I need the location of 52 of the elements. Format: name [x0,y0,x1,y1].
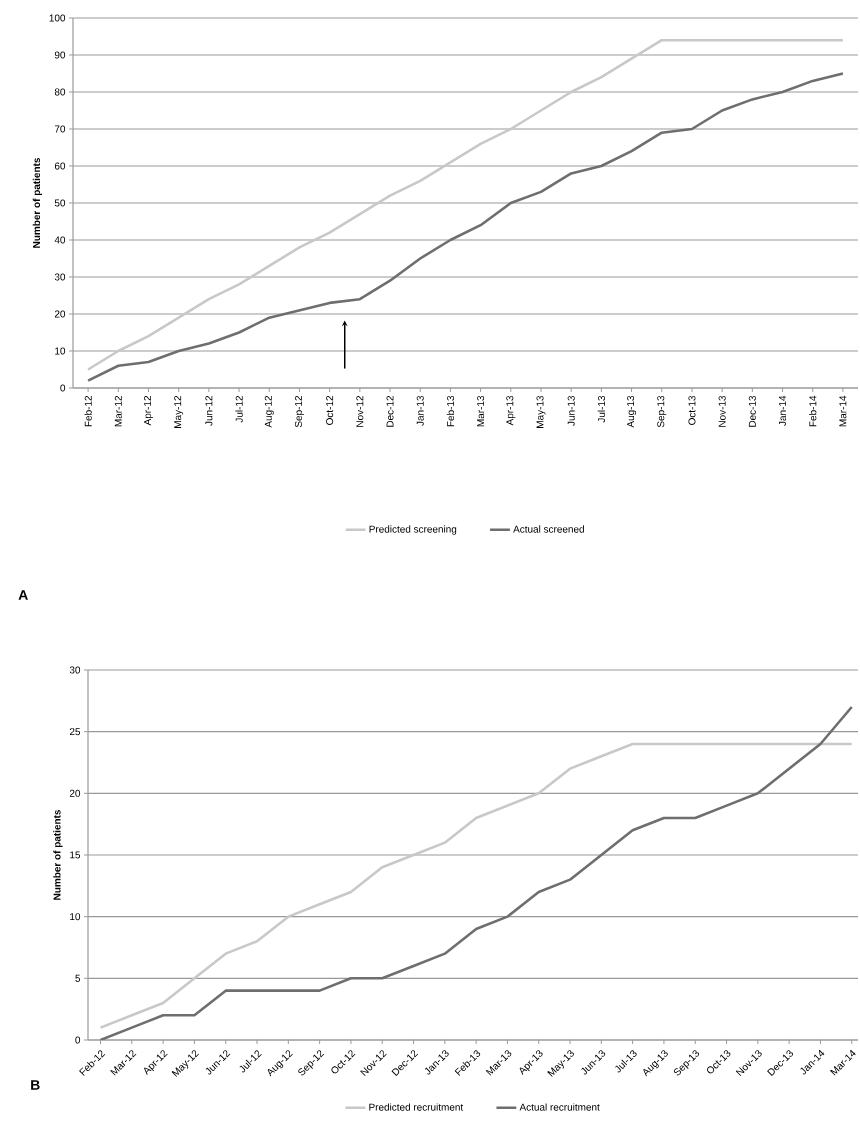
y-tick-label: 15 [70,851,81,859]
legend-label: Predicted screening [369,525,457,535]
legend-label: Actual recruitment [519,1103,600,1111]
y-tick-label: 90 [54,51,66,59]
y-tick-label: 100 [49,14,66,22]
x-tick-label: Aug-13 [627,395,637,428]
text: A [18,590,28,600]
y-tick-label: 10 [70,913,81,921]
y-axis-title: Number of patients [32,158,43,248]
x-tick-label: Jul-13 [597,395,606,423]
x-tick-label: Oct-13 [688,395,696,425]
x-tick-label: Jan-14 [779,395,786,426]
x-tick-label: Sep-12 [294,396,304,428]
x-tick-label: Mar-12 [114,396,122,427]
y-tick-label: 20 [54,310,66,318]
x-tick-label: Jun-13 [567,395,575,426]
text: B [31,1080,40,1090]
y-tick-label: 10 [55,347,66,355]
x-tick-label: Mar-13 [477,395,485,427]
y-tick-label: 30 [69,666,81,674]
x-tick-label: Sep-13 [657,395,667,428]
x-tick-label: Nov-13 [718,395,726,427]
x-tick-label: Feb-12 [84,396,92,427]
legend-label: Actual screened [513,525,584,533]
y-tick-label: 40 [54,236,66,244]
y-tick-label: 30 [54,273,66,281]
x-tick-label: Jun-12 [205,396,213,426]
x-tick-label: Nov-12 [356,396,364,427]
x-tick-label: Jan-13 [416,395,424,426]
y-tick-label: 80 [54,88,66,96]
x-tick-label: Dec-13 [748,395,756,427]
y-tick-label: 5 [75,974,81,982]
x-tick-label: Feb-14 [809,395,817,427]
x-tick-label: Dec-12 [386,396,394,427]
x-tick-label: May-12 [174,396,184,428]
x-tick-label: Apr-12 [143,396,153,426]
x-tick-label: Oct-12 [326,396,334,425]
x-tick-label: Jul-12 [235,396,243,423]
x-tick-label: Feb-13 [446,395,455,427]
y-tick-label: 25 [69,728,81,736]
y-tick-label: 0 [60,384,66,392]
y-tick-label: 0 [75,1036,81,1044]
y-tick-label: 70 [54,125,66,133]
y-tick-label: 50 [54,199,66,207]
y-axis-title: Number of patients [53,810,63,900]
x-tick-label: Aug-12 [264,396,274,428]
x-tick-label: Apr-13 [506,395,516,426]
x-tick-label: Mar-14 [839,395,847,427]
y-tick-label: 60 [54,162,66,170]
legend-label: Predicted recruitment [369,1103,464,1111]
y-tick-label: 20 [69,789,81,797]
x-tick-label: May-13 [536,395,546,428]
